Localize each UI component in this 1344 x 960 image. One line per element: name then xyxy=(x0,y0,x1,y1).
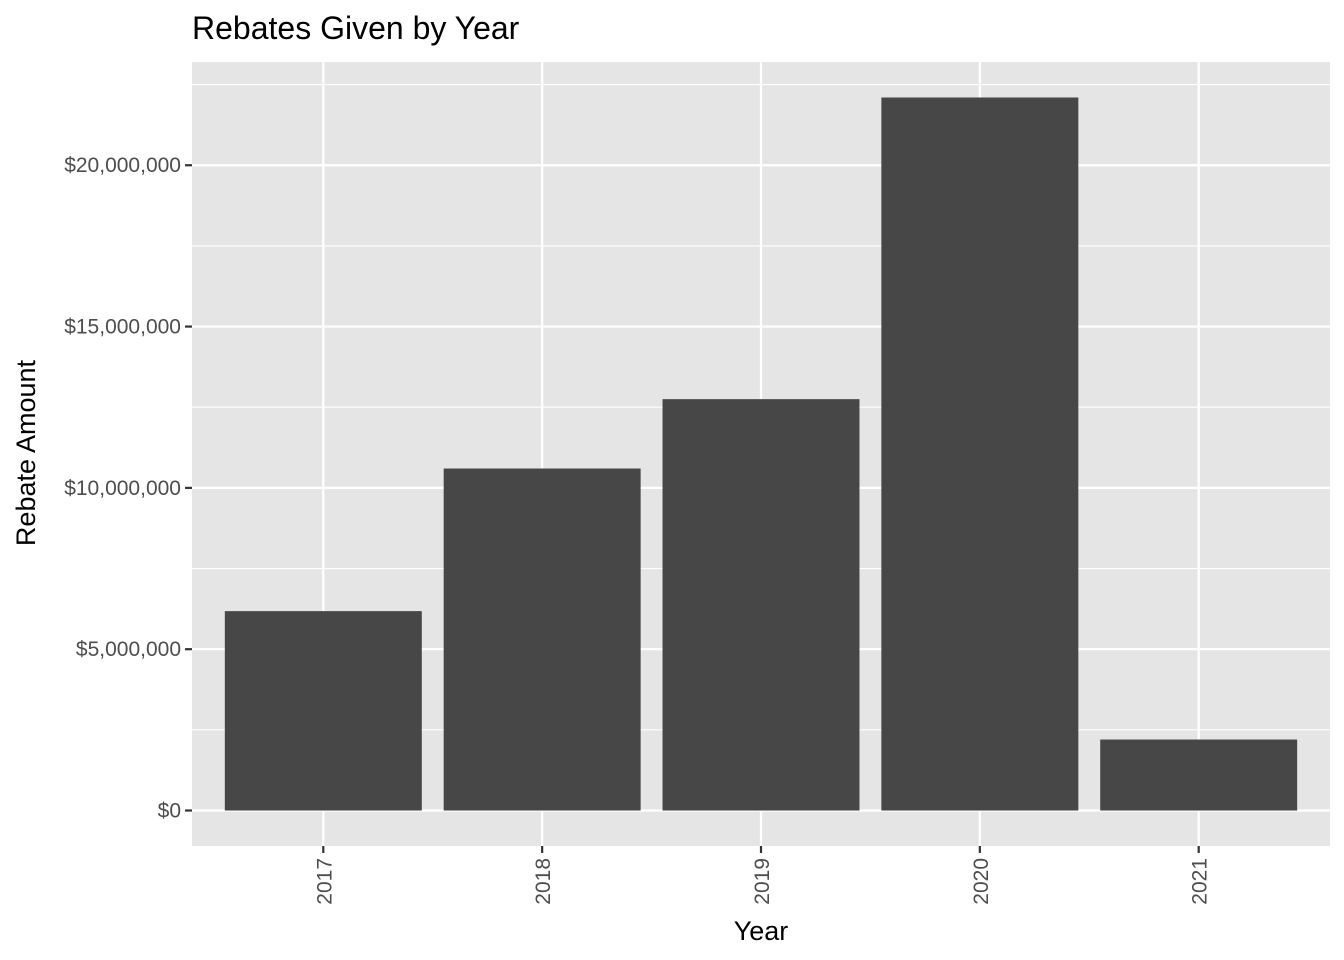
x-tick-label: 2021 xyxy=(1189,858,1212,905)
y-tick-label: $0 xyxy=(158,800,181,823)
bar-2018 xyxy=(443,468,641,811)
x-tick-label: 2019 xyxy=(751,858,774,905)
y-axis-title: Rebate Amount xyxy=(11,359,41,546)
x-axis-title: Year xyxy=(734,916,789,946)
y-tick-label: $20,000,000 xyxy=(64,154,181,177)
bars xyxy=(224,97,1298,811)
y-tick-label: $10,000,000 xyxy=(64,477,181,500)
y-tick-label: $15,000,000 xyxy=(64,316,181,339)
bar-2017 xyxy=(224,611,422,811)
y-tick-label: $5,000,000 xyxy=(76,638,181,661)
x-tick-label: 2020 xyxy=(970,858,993,905)
x-tick-label: 2018 xyxy=(532,858,555,905)
x-tick-label: 2017 xyxy=(313,858,336,905)
bar-2019 xyxy=(662,399,860,811)
chart-title: Rebates Given by Year xyxy=(192,10,520,46)
y-axis: $0 $5,000,000 $10,000,000 $15,000,000 $20,00… xyxy=(64,154,192,823)
bar-2021 xyxy=(1100,739,1298,811)
bar-2020 xyxy=(881,97,1079,811)
x-axis: 2017 2018 2019 2020 2021 xyxy=(313,846,1212,905)
